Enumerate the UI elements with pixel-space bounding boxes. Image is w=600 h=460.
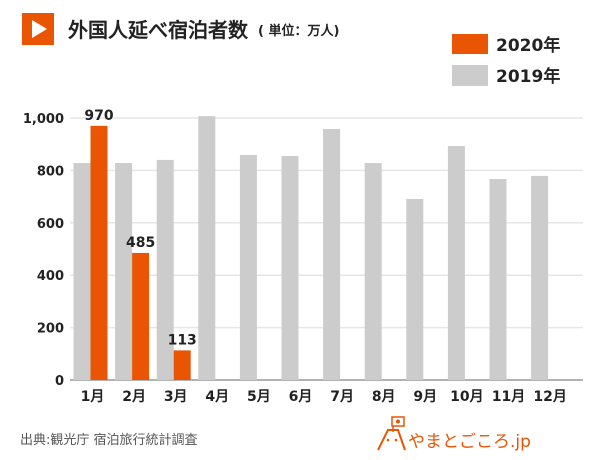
y-tick-label: 600 bbox=[37, 217, 64, 232]
x-tick-label: 8月 bbox=[372, 389, 396, 405]
bar-2019 bbox=[198, 116, 216, 380]
bar-2019 bbox=[239, 154, 257, 380]
x-tick-label: 6月 bbox=[289, 389, 313, 405]
x-tick-label: 1月 bbox=[81, 389, 105, 405]
bar-2019 bbox=[447, 146, 465, 380]
bar-2019 bbox=[281, 155, 299, 380]
chart-title: 外国人延べ宿泊者数 bbox=[68, 18, 249, 42]
y-tick-label: 200 bbox=[37, 322, 64, 337]
y-tick-label: 400 bbox=[37, 269, 64, 284]
data-label: 113 bbox=[168, 332, 197, 348]
bar-2019 bbox=[73, 163, 91, 380]
data-label: 970 bbox=[84, 108, 113, 124]
y-tick-label: 0 bbox=[55, 374, 64, 389]
legend-label-2020: 2020年 bbox=[496, 35, 560, 56]
x-tick-label: 2月 bbox=[122, 389, 146, 405]
x-tick-label: 5月 bbox=[247, 389, 271, 405]
x-tick-label: 11月 bbox=[492, 389, 525, 405]
bar-2019 bbox=[323, 129, 341, 380]
bar-2019 bbox=[406, 198, 424, 380]
legend-swatch-2019 bbox=[452, 65, 488, 86]
unit-label: ( 単位：万人) bbox=[258, 23, 339, 39]
legend-label-2019: 2019年 bbox=[496, 66, 560, 87]
bar-2020 bbox=[173, 350, 191, 380]
source-note: 出典:観光庁 宿泊旅行統計調査 bbox=[20, 432, 198, 448]
data-label: 485 bbox=[126, 235, 155, 251]
x-tick-label: 12月 bbox=[533, 389, 566, 405]
bar-2019 bbox=[115, 163, 133, 380]
play-icon-triangle bbox=[32, 20, 47, 38]
legend-swatch-2020 bbox=[452, 34, 488, 54]
bar-2019 bbox=[364, 163, 382, 380]
bar-2019 bbox=[156, 159, 174, 380]
y-tick-label: 1,000 bbox=[23, 112, 64, 127]
x-tick-label: 7月 bbox=[330, 389, 354, 405]
bar-2020 bbox=[90, 125, 108, 380]
x-tick-label: 3月 bbox=[164, 389, 188, 405]
y-tick-label: 800 bbox=[37, 164, 64, 179]
mountain-mascot-icon bbox=[377, 416, 406, 451]
logo-text: やまとごころ.jp bbox=[408, 432, 531, 452]
x-tick-label: 9月 bbox=[413, 389, 437, 405]
x-tick-label: 4月 bbox=[205, 389, 229, 405]
bar-2019 bbox=[489, 179, 507, 380]
bar-2019 bbox=[531, 175, 549, 380]
x-tick-label: 10月 bbox=[450, 389, 483, 405]
bar-2020 bbox=[132, 252, 150, 380]
